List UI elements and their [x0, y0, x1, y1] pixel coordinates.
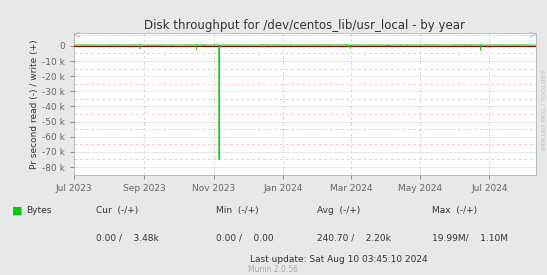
Text: 0.00 /    3.48k: 0.00 / 3.48k — [96, 233, 159, 242]
Text: RRDTOOL / TOBI OETIKER: RRDTOOL / TOBI OETIKER — [539, 70, 544, 150]
Title: Disk throughput for /dev/centos_lib/usr_local - by year: Disk throughput for /dev/centos_lib/usr_… — [144, 19, 465, 32]
Text: Cur  (-/+): Cur (-/+) — [96, 206, 138, 215]
Text: Max  (-/+): Max (-/+) — [432, 206, 477, 215]
Y-axis label: Pr second read (-) / write (+): Pr second read (-) / write (+) — [30, 39, 39, 169]
Text: ■: ■ — [12, 205, 22, 215]
Text: 240.70 /    2.20k: 240.70 / 2.20k — [317, 233, 391, 242]
Text: Last update: Sat Aug 10 03:45:10 2024: Last update: Sat Aug 10 03:45:10 2024 — [251, 255, 428, 264]
Text: Min  (-/+): Min (-/+) — [216, 206, 259, 215]
Text: 19.99M/    1.10M: 19.99M/ 1.10M — [432, 233, 508, 242]
Text: 0.00 /    0.00: 0.00 / 0.00 — [216, 233, 274, 242]
Text: Munin 2.0.56: Munin 2.0.56 — [248, 265, 299, 274]
Text: Bytes: Bytes — [26, 206, 51, 215]
Text: Avg  (-/+): Avg (-/+) — [317, 206, 360, 215]
